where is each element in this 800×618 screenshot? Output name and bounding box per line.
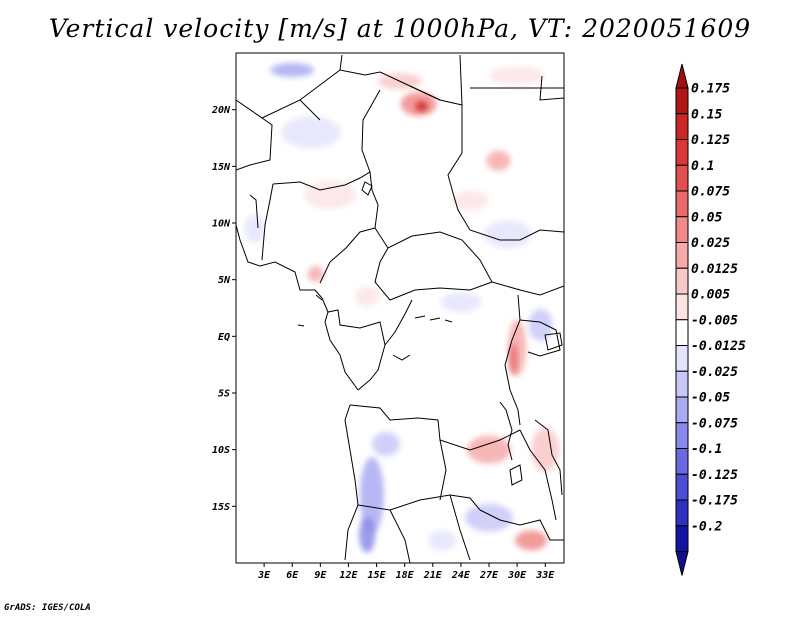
lat-tick-label: 5N: [218, 275, 231, 286]
colorbar-label: -0.025: [691, 365, 738, 380]
colorbar-label: -0.175: [691, 494, 738, 509]
map-title: Vertical velocity [m/s] at 1000hPa, VT: …: [48, 14, 752, 43]
velocity-patch: [355, 286, 380, 307]
colorbar-label: -0.2: [691, 519, 722, 534]
colorbar-swatch: [675, 525, 689, 552]
colorbar-swatch: [675, 499, 689, 527]
lon-tick-label: 27E: [479, 570, 499, 581]
velocity-patch: [303, 180, 356, 209]
colorbar-label: -0.0125: [691, 339, 746, 354]
colorbar-label: -0.075: [691, 416, 738, 431]
lon-tick-label: 3E: [257, 570, 271, 581]
colorbar-label: 0.005: [691, 288, 730, 303]
velocity-patch: [359, 516, 376, 553]
colorbar-swatch: [675, 216, 689, 243]
lon-tick-label: 21E: [423, 570, 443, 581]
lon-tick-label: 6E: [286, 570, 299, 581]
colorbar-label: 0.05: [691, 210, 722, 225]
lon-tick-label: 30E: [507, 570, 527, 581]
lon-tick-label: 24E: [451, 570, 471, 581]
colorbar-swatch: [675, 448, 689, 475]
velocity-patch: [509, 343, 518, 375]
colorbar-swatch: [675, 396, 689, 424]
lat-tick-label: 20N: [211, 105, 231, 116]
colorbar-swatch: [675, 345, 689, 372]
colorbar-swatch: [675, 190, 689, 218]
colorbar-label: 0.025: [691, 236, 730, 251]
colorbar-bottom-arrow: [675, 551, 689, 576]
lat-tick-label: 10N: [212, 219, 231, 230]
velocity-patch: [415, 101, 428, 112]
velocity-patch: [489, 66, 546, 85]
colorbar-swatch: [675, 293, 689, 321]
lon-tick-label: 12E: [339, 570, 358, 581]
lat-tick-label: 15S: [212, 502, 230, 513]
lon-tick-label: 9E: [314, 570, 327, 581]
velocity-patch: [515, 530, 548, 551]
lat-tick-label: EQ: [218, 332, 230, 343]
lat-tick-label: 5S: [218, 389, 230, 400]
colorbar-swatch: [675, 370, 689, 398]
velocity-patch: [467, 435, 512, 464]
colorbar-swatch: [675, 164, 689, 192]
lon-tick-label: 15E: [368, 570, 387, 581]
colorbar-label: -0.125: [691, 468, 738, 483]
latitude-axis: 20N 15N 10N 5N EQ 5S 10S 15S: [211, 105, 236, 513]
colorbar-swatch: [675, 473, 689, 501]
colorbar-label: -0.1: [691, 442, 722, 457]
velocity-patch: [465, 503, 514, 532]
velocity-patch: [440, 292, 481, 313]
velocity-patch: [270, 63, 315, 77]
velocity-patch: [528, 309, 553, 341]
colorbar-label: 0.15: [691, 107, 722, 122]
velocity-patch: [280, 116, 341, 149]
velocity-patch: [531, 427, 560, 472]
colorbar-top-arrow: [675, 63, 689, 89]
lon-tick-label: 18E: [396, 570, 415, 581]
grads-credit: GrADS: IGES/COLA: [4, 603, 91, 613]
colorbar-label: -0.05: [691, 391, 730, 406]
velocity-patch: [244, 214, 265, 243]
lon-tick-label: 33E: [535, 570, 555, 581]
plot-frame: [235, 52, 565, 564]
lat-tick-label: 10S: [212, 445, 230, 456]
velocity-patch: [359, 457, 384, 533]
longitude-axis: 3E 6E 9E 12E 15E 18E 21E 24E 27E 30E 33E: [257, 563, 555, 581]
velocity-patch: [452, 190, 489, 211]
velocity-patch: [371, 432, 400, 456]
colorbar-label: -0.005: [691, 313, 738, 328]
colorbar-swatch: [675, 87, 689, 115]
colorbar-swatch: [675, 422, 689, 449]
colorbar-label: 0.0125: [691, 262, 738, 277]
colorbar-swatch: [675, 113, 689, 140]
colorbar-swatch: [675, 267, 689, 295]
velocity-patch: [307, 266, 324, 282]
colorbar-label: 0.125: [691, 133, 730, 148]
colorbar-label: 0.175: [691, 82, 730, 97]
colorbar: 0.175 0.15 0.125 0.1 0.075 0.05 0.025 0.0125 0.0…: [675, 63, 746, 576]
velocity-patch: [483, 220, 532, 249]
lat-tick-label: 15N: [212, 162, 231, 173]
colorbar-label: 0.075: [691, 185, 730, 200]
velocity-patch: [428, 530, 457, 551]
velocity-patch: [486, 150, 511, 171]
country-borders: [236, 54, 564, 563]
colorbar-label: 0.1: [691, 159, 714, 174]
colorbar-swatch: [675, 139, 689, 166]
colorbar-swatch: [675, 319, 689, 346]
colorbar-swatch: [675, 242, 689, 269]
